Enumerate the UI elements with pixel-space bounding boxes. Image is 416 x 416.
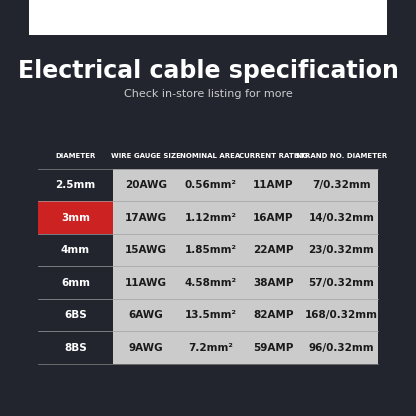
Text: 96/0.32mm: 96/0.32mm <box>309 343 374 353</box>
Text: 4mm: 4mm <box>61 245 90 255</box>
Text: 1.12mm²: 1.12mm² <box>185 213 237 223</box>
Text: 7.2mm²: 7.2mm² <box>188 343 233 353</box>
Text: 59AMP: 59AMP <box>253 343 294 353</box>
Text: 1.85mm²: 1.85mm² <box>185 245 237 255</box>
Text: 57/0.32mm: 57/0.32mm <box>308 278 374 288</box>
Text: 4.58mm²: 4.58mm² <box>184 278 237 288</box>
Text: 7/0.32mm: 7/0.32mm <box>312 180 371 190</box>
Text: 6mm: 6mm <box>61 278 90 288</box>
Text: 3mm: 3mm <box>61 213 90 223</box>
Text: 14/0.32mm: 14/0.32mm <box>308 213 374 223</box>
Text: DIAMETER: DIAMETER <box>55 153 96 159</box>
Text: STRAND NO. DIAMETER: STRAND NO. DIAMETER <box>295 153 387 159</box>
Text: 23/0.32mm: 23/0.32mm <box>308 245 374 255</box>
Text: 6BS: 6BS <box>64 310 87 320</box>
Bar <box>38 144 378 169</box>
Text: 20AWG: 20AWG <box>125 180 167 190</box>
Text: NOMINAL AREA: NOMINAL AREA <box>181 153 241 159</box>
Text: 0.56mm²: 0.56mm² <box>185 180 237 190</box>
Text: 13.5mm²: 13.5mm² <box>185 310 237 320</box>
Text: Check in-store listing for more: Check in-store listing for more <box>124 89 292 99</box>
Text: CURRENT RATING: CURRENT RATING <box>239 153 308 159</box>
Text: 8BS: 8BS <box>64 343 87 353</box>
Text: 15AWG: 15AWG <box>125 245 167 255</box>
Text: 17AWG: 17AWG <box>125 213 167 223</box>
Text: 6AWG: 6AWG <box>129 310 163 320</box>
Text: 38AMP: 38AMP <box>253 278 294 288</box>
Text: 11AMP: 11AMP <box>253 180 294 190</box>
Text: 2.5mm: 2.5mm <box>55 180 96 190</box>
Text: 82AMP: 82AMP <box>253 310 294 320</box>
Bar <box>38 201 113 234</box>
Text: 16AMP: 16AMP <box>253 213 294 223</box>
Text: 168/0.32mm: 168/0.32mm <box>305 310 378 320</box>
Bar <box>29 0 387 35</box>
Text: Electrical cable specification: Electrical cable specification <box>17 59 399 83</box>
Bar <box>38 144 378 364</box>
Text: WIRE GAUGE SIZE: WIRE GAUGE SIZE <box>111 153 181 159</box>
Text: 11AWG: 11AWG <box>125 278 167 288</box>
Text: 9AWG: 9AWG <box>129 343 163 353</box>
Text: 22AMP: 22AMP <box>253 245 294 255</box>
Bar <box>38 144 113 364</box>
